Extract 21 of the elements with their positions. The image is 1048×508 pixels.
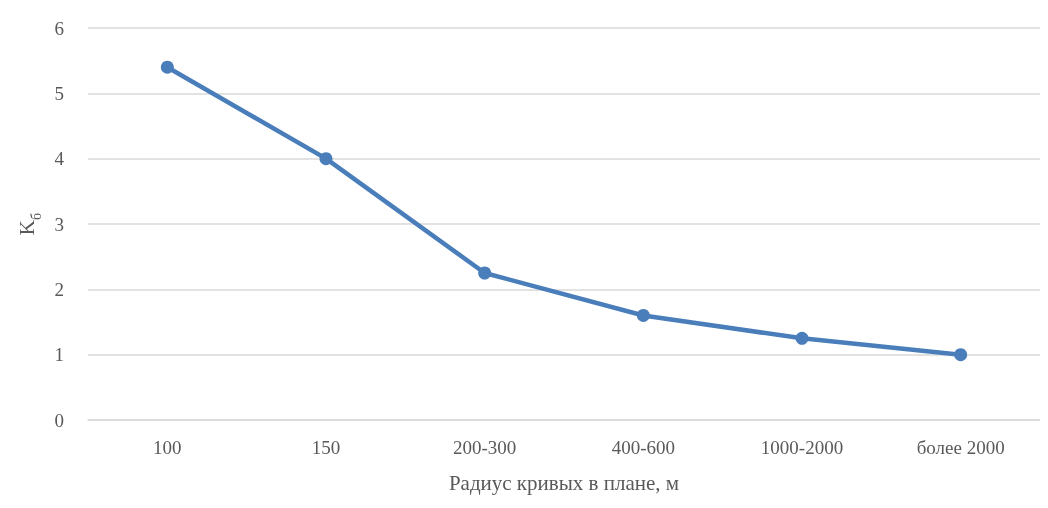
point (795, 331, 809, 345)
y-tick-label: 1 (54, 344, 64, 366)
y-tick-label: 6 (54, 17, 64, 39)
x-axis-title: Радиус кривых в плане, м (448, 470, 680, 495)
x-tick-label: более 2000 (916, 437, 1005, 458)
x-tick-label: 200-300 (453, 437, 517, 458)
y-tick-label: 2 (54, 278, 64, 300)
x-tick-label: 400-600 (611, 437, 675, 458)
point (636, 308, 650, 322)
y-tick-label: 0 (54, 409, 64, 431)
point (319, 152, 333, 166)
point (954, 348, 968, 362)
y-axis-title: Kб (15, 212, 45, 236)
y-tick-label: 3 (54, 213, 64, 235)
y-tick-label: 5 (54, 82, 64, 104)
x-tick-label: 1000-2000 (760, 437, 844, 458)
x-tick-label: 100 (153, 437, 182, 458)
point (160, 60, 174, 74)
point (478, 266, 492, 280)
x-tick-label: 150 (311, 437, 341, 458)
y-tick-label: 4 (54, 148, 65, 170)
